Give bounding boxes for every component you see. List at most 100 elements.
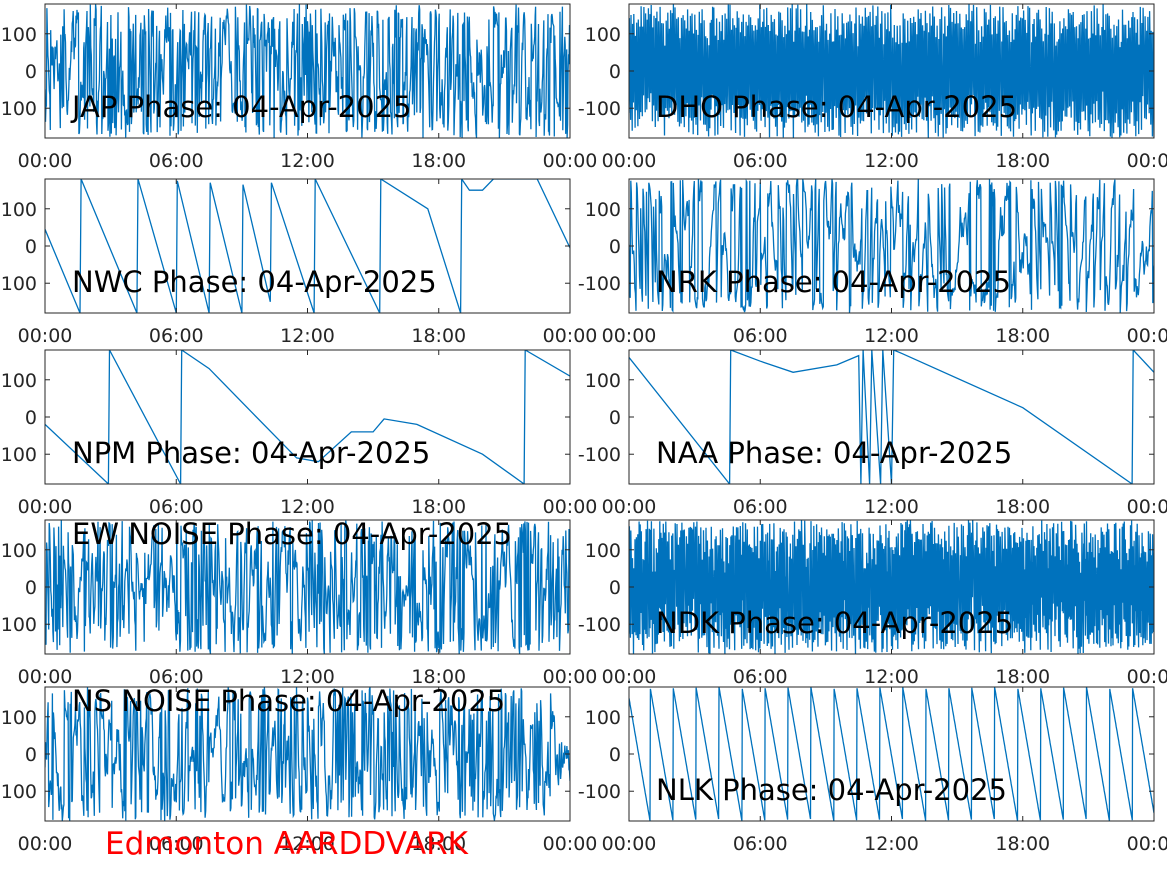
y-tick-label: 0 <box>609 61 621 83</box>
panel-title: DHO Phase: 04-Apr-2025 <box>656 90 1017 124</box>
x-tick-label: 06:00 <box>733 833 788 855</box>
x-tick-label: 06:00 <box>149 496 204 518</box>
x-tick-label: 12:00 <box>280 496 335 518</box>
x-tick-label: 06:00 <box>149 150 204 172</box>
phase-series-line <box>45 4 570 138</box>
y-tick-label: 100 <box>1 370 37 392</box>
panel-ndk-phase: 00:00 06:00 12:00 18:00 00:00 -100 0 100 NDK Pha… <box>578 519 1167 688</box>
plot-area <box>45 350 570 484</box>
panel-ew-noise-phase: 00:00 06:00 12:00 18:00 00:00 -100 0 100 EW NOIS… <box>0 517 597 688</box>
x-tick-label: 00:00 <box>18 666 73 688</box>
panel-nrk-phase: 00:00 06:00 12:00 18:00 00:00 -100 0 100 NRK Pha… <box>578 178 1167 347</box>
x-tick-label: 06:00 <box>149 325 204 347</box>
y-tick-label: 100 <box>585 199 621 221</box>
x-tick-label: 00:00 <box>1127 150 1167 172</box>
y-tick-label: -100 <box>578 98 621 120</box>
panel-nlk-phase: 00:00 06:00 12:00 18:00 00:00 -100 0 100 NLK Pha… <box>578 686 1167 855</box>
x-tick-label: 00:00 <box>543 666 598 688</box>
x-tick-label: 00:00 <box>1127 496 1167 518</box>
x-tick-label: 12:00 <box>864 325 919 347</box>
plot-area <box>45 179 570 313</box>
panel-title: NPM Phase: 04-Apr-2025 <box>72 436 430 470</box>
panel-title: NLK Phase: 04-Apr-2025 <box>656 773 1007 807</box>
x-tick-label: 18:00 <box>411 666 466 688</box>
x-tick-label: 00:00 <box>543 496 598 518</box>
x-tick-label: 00:00 <box>18 325 73 347</box>
y-tick-label: 0 <box>25 61 37 83</box>
phase-series-line <box>45 179 570 313</box>
y-tick-label: 0 <box>25 407 37 429</box>
y-tick-label: -100 <box>0 781 37 803</box>
y-tick-label: 0 <box>609 407 621 429</box>
y-tick-label: -100 <box>0 444 37 466</box>
y-tick-label: 0 <box>25 744 37 766</box>
y-tick-label: 100 <box>1 707 37 729</box>
y-tick-label: -100 <box>578 781 621 803</box>
y-tick-label: -100 <box>578 444 621 466</box>
x-tick-label: 18:00 <box>995 666 1050 688</box>
phase-series-line <box>45 350 570 484</box>
panel-npm-phase: 00:00 06:00 12:00 18:00 00:00 -100 0 100 NPM Pha… <box>0 349 598 518</box>
panel-title: NRK Phase: 04-Apr-2025 <box>656 265 1011 299</box>
y-tick-label: 100 <box>585 24 621 46</box>
panel-title: NS NOISE Phase: 04-Apr-2025 <box>72 684 505 718</box>
x-tick-label: 00:00 <box>602 666 657 688</box>
x-tick-label: 06:00 <box>733 666 788 688</box>
panel-jap-phase: 00:00 06:00 12:00 18:00 00:00 -100 0 100 JAP Pha… <box>0 3 597 172</box>
x-tick-label: 00:00 <box>543 325 598 347</box>
panel-title: EW NOISE Phase: 04-Apr-2025 <box>72 517 512 551</box>
x-tick-label: 18:00 <box>411 150 466 172</box>
y-tick-label: 0 <box>25 236 37 258</box>
x-tick-label: 00:00 <box>1127 666 1167 688</box>
phase-series-line <box>629 520 1154 654</box>
x-tick-label: 12:00 <box>864 666 919 688</box>
phase-series-line <box>629 4 1154 138</box>
panel-title: NWC Phase: 04-Apr-2025 <box>72 265 437 299</box>
y-tick-label: 0 <box>609 236 621 258</box>
x-tick-label: 00:00 <box>18 833 73 855</box>
x-tick-label: 00:00 <box>602 325 657 347</box>
x-tick-label: 00:00 <box>602 833 657 855</box>
x-tick-label: 00:00 <box>602 150 657 172</box>
y-tick-label: 0 <box>609 744 621 766</box>
y-tick-label: -100 <box>578 614 621 636</box>
panel-ns-noise-phase: 00:00 06:00 12:00 18:00 00:00 -100 0 100 NS NOIS… <box>0 684 597 855</box>
x-tick-label: 12:00 <box>280 150 335 172</box>
phase-series-line <box>45 687 570 821</box>
x-tick-label: 00:00 <box>1127 833 1167 855</box>
y-tick-label: -100 <box>0 98 37 120</box>
figure-footer-label: Edmonton AARDDVARK <box>105 826 469 862</box>
y-tick-label: 100 <box>1 540 37 562</box>
x-tick-label: 00:00 <box>602 496 657 518</box>
x-tick-label: 00:00 <box>1127 325 1167 347</box>
x-tick-label: 12:00 <box>864 150 919 172</box>
y-tick-label: 100 <box>585 540 621 562</box>
panel-dho-phase: 00:00 06:00 12:00 18:00 00:00 -100 0 100 DHO Pha… <box>578 3 1167 172</box>
x-tick-label: 12:00 <box>864 496 919 518</box>
y-tick-label: -100 <box>0 273 37 295</box>
y-tick-label: -100 <box>578 273 621 295</box>
x-tick-label: 06:00 <box>733 325 788 347</box>
panel-naa-phase: 00:00 06:00 12:00 18:00 00:00 -100 0 100 NAA Pha… <box>578 349 1167 518</box>
x-tick-label: 06:00 <box>149 666 204 688</box>
y-tick-label: 100 <box>1 199 37 221</box>
x-tick-label: 12:00 <box>280 325 335 347</box>
x-tick-label: 06:00 <box>149 833 204 855</box>
y-tick-label: 100 <box>585 370 621 392</box>
x-tick-label: 18:00 <box>411 496 466 518</box>
x-tick-label: 00:00 <box>543 833 598 855</box>
x-tick-label: 06:00 <box>733 150 788 172</box>
y-tick-label: -100 <box>0 614 37 636</box>
y-tick-label: 100 <box>1 24 37 46</box>
y-tick-label: 0 <box>609 577 621 599</box>
x-tick-label: 06:00 <box>733 496 788 518</box>
panel-title: NDK Phase: 04-Apr-2025 <box>656 606 1013 640</box>
x-tick-label: 00:00 <box>18 150 73 172</box>
phase-series-line <box>629 350 1154 484</box>
x-tick-label: 12:00 <box>280 833 335 855</box>
x-tick-label: 00:00 <box>18 496 73 518</box>
x-tick-label: 12:00 <box>280 666 335 688</box>
y-tick-label: 0 <box>25 577 37 599</box>
